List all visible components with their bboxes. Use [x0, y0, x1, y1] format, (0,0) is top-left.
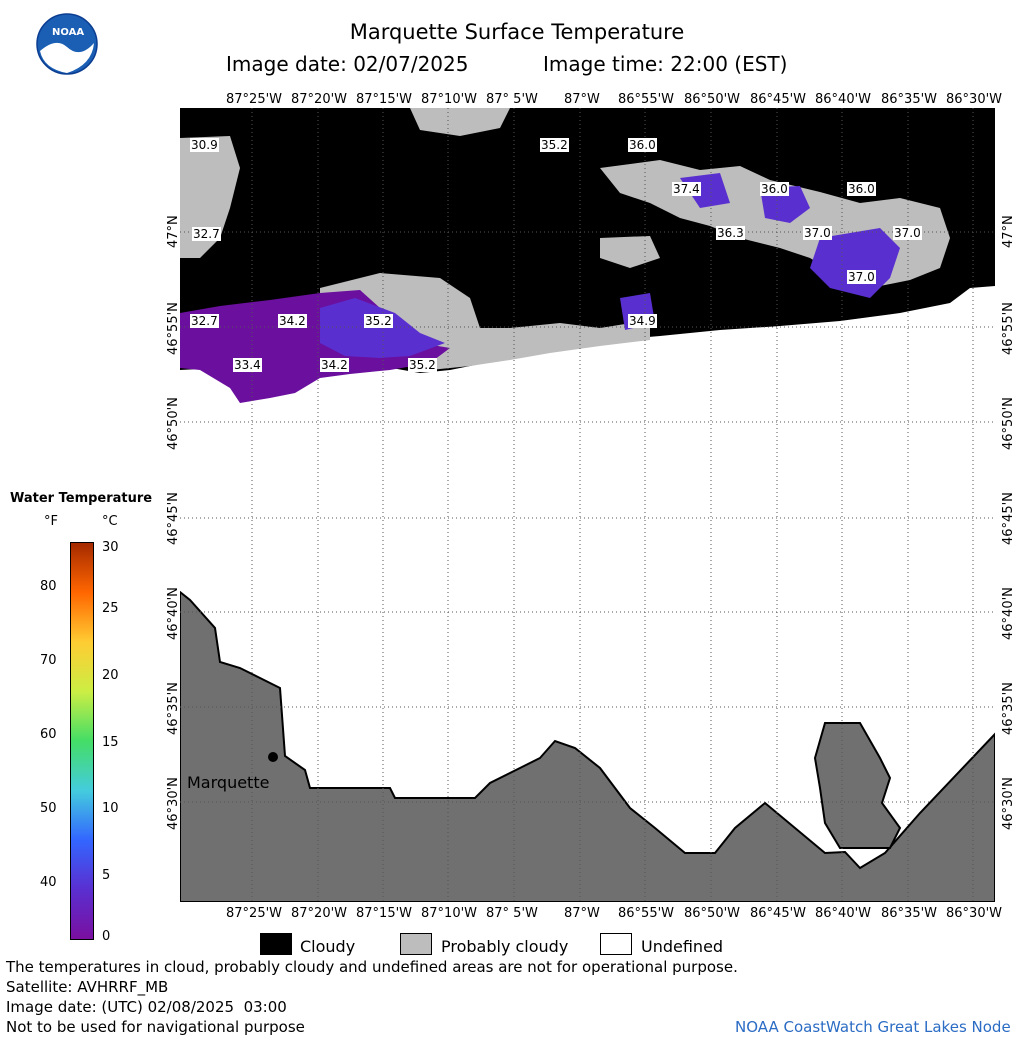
lat-label-right: 46°40'N — [1001, 587, 1016, 640]
temp-label: 36.0 — [760, 182, 789, 196]
lat-label-right: 46°35'N — [1001, 682, 1016, 735]
temp-label: 37.0 — [847, 270, 876, 284]
island — [813, 722, 902, 849]
temp-label: 36.0 — [847, 182, 876, 196]
temp-label: 36.3 — [716, 226, 745, 240]
temp-label: 37.4 — [672, 182, 701, 196]
marquette-marker — [268, 752, 278, 762]
key-probably-cloudy-swatch — [400, 933, 432, 955]
footer-nav-warning: Not to be used for navigational purpose — [6, 1018, 305, 1036]
legend-title: Water Temperature — [10, 491, 153, 506]
lat-label-left: 46°30'N — [166, 777, 181, 830]
noaa-logo: NOAA — [36, 13, 98, 75]
map-svg — [179, 108, 996, 903]
legend-color-bar — [70, 542, 94, 940]
lat-label-left: 46°50'N — [166, 397, 181, 450]
lon-label-bottom: 86°45'W — [750, 906, 807, 921]
lat-label-left: 46°40'N — [166, 587, 181, 640]
lon-label-bottom: 87°20'W — [291, 906, 348, 921]
legend-f-tick: 40 — [40, 875, 57, 890]
footer-note: The temperatures in cloud, probably clou… — [6, 958, 738, 976]
lon-label-top: 87° 5'W — [486, 92, 538, 107]
lat-label-left: 46°45'N — [166, 492, 181, 545]
legend-c-tick: 0 — [102, 929, 111, 944]
legend-unit-f: °F — [44, 514, 58, 529]
temp-label: 33.4 — [233, 358, 262, 372]
key-undefined-label: Undefined — [641, 937, 724, 956]
footer-satellite: Satellite: AVHRRF_MB — [6, 978, 169, 996]
legend-f-tick: 80 — [40, 579, 57, 594]
key-cloudy-swatch — [260, 933, 292, 955]
lon-label-top: 87°10'W — [421, 92, 478, 107]
lon-label-top: 87°15'W — [356, 92, 413, 107]
key-cloudy-label: Cloudy — [300, 937, 356, 956]
lat-label-right: 46°55'N — [1001, 302, 1016, 355]
map-panel — [179, 108, 996, 903]
legend-c-tick: 30 — [102, 540, 119, 555]
lat-label-left: 47°N — [166, 215, 181, 248]
legend-c-tick: 10 — [102, 801, 119, 816]
lat-label-left: 46°55'N — [166, 302, 181, 355]
lon-label-bottom: 87°W — [564, 906, 600, 921]
key-probably-cloudy-label: Probably cloudy — [441, 937, 569, 956]
image-time: Image time: 22:00 (EST) — [543, 52, 788, 76]
lon-label-top: 86°40'W — [815, 92, 872, 107]
temp-label: 30.9 — [190, 138, 219, 152]
legend-c-tick: 15 — [102, 735, 119, 750]
legend-f-tick: 50 — [40, 801, 57, 816]
lat-label-right: 46°50'N — [1001, 397, 1016, 450]
lon-label-top: 86°55'W — [618, 92, 675, 107]
legend-f-tick: 70 — [40, 653, 57, 668]
image-date: Image date: 02/07/2025 — [226, 52, 469, 76]
temp-label: 32.7 — [190, 314, 219, 328]
map-grid — [180, 108, 995, 902]
lon-label-top: 87°20'W — [291, 92, 348, 107]
temp-label: 34.9 — [628, 314, 657, 328]
lon-label-bottom: 86°50'W — [684, 906, 741, 921]
lon-label-bottom: 87°10'W — [421, 906, 478, 921]
legend-c-tick: 5 — [102, 868, 111, 883]
footer-utc-date: Image date: (UTC) 02/08/2025 03:00 — [6, 998, 287, 1016]
lon-label-top: 87°25'W — [226, 92, 283, 107]
page-title: Marquette Surface Temperature — [349, 20, 685, 44]
temp-label: 37.0 — [803, 226, 832, 240]
temp-label: 34.2 — [278, 314, 307, 328]
lon-label-top: 86°30'W — [946, 92, 1003, 107]
lat-label-right: 47°N — [1001, 215, 1016, 248]
logo-text: NOAA — [52, 27, 85, 38]
lat-label-left: 46°35'N — [166, 682, 181, 735]
temp-label: 32.7 — [192, 227, 221, 241]
land-area — [179, 589, 996, 903]
legend-c-tick: 20 — [102, 668, 119, 683]
lon-label-bottom: 87° 5'W — [486, 906, 538, 921]
lon-label-bottom: 86°35'W — [881, 906, 938, 921]
city-label: Marquette — [187, 773, 270, 792]
lon-label-bottom: 87°15'W — [356, 906, 413, 921]
legend-unit-c: °C — [102, 514, 118, 529]
legend-c-tick: 25 — [102, 601, 119, 616]
legend-f-tick: 60 — [40, 727, 57, 742]
temp-label: 35.2 — [364, 314, 393, 328]
lon-label-top: 86°35'W — [881, 92, 938, 107]
temp-label: 37.0 — [893, 226, 922, 240]
lon-label-bottom: 86°30'W — [946, 906, 1003, 921]
temp-label: 35.2 — [408, 358, 437, 372]
temp-label: 35.2 — [540, 138, 569, 152]
lon-label-top: 87°W — [564, 92, 600, 107]
lat-label-right: 46°30'N — [1001, 777, 1016, 830]
lon-label-bottom: 86°40'W — [815, 906, 872, 921]
temp-label: 34.2 — [320, 358, 349, 372]
lon-label-top: 86°45'W — [750, 92, 807, 107]
key-undefined-swatch — [600, 933, 632, 955]
lat-label-right: 46°45'N — [1001, 492, 1016, 545]
lon-label-bottom: 86°55'W — [618, 906, 675, 921]
lon-label-top: 86°50'W — [684, 92, 741, 107]
temp-label: 36.0 — [628, 138, 657, 152]
footer-credit: NOAA CoastWatch Great Lakes Node — [735, 1018, 1011, 1036]
lon-label-bottom: 87°25'W — [226, 906, 283, 921]
